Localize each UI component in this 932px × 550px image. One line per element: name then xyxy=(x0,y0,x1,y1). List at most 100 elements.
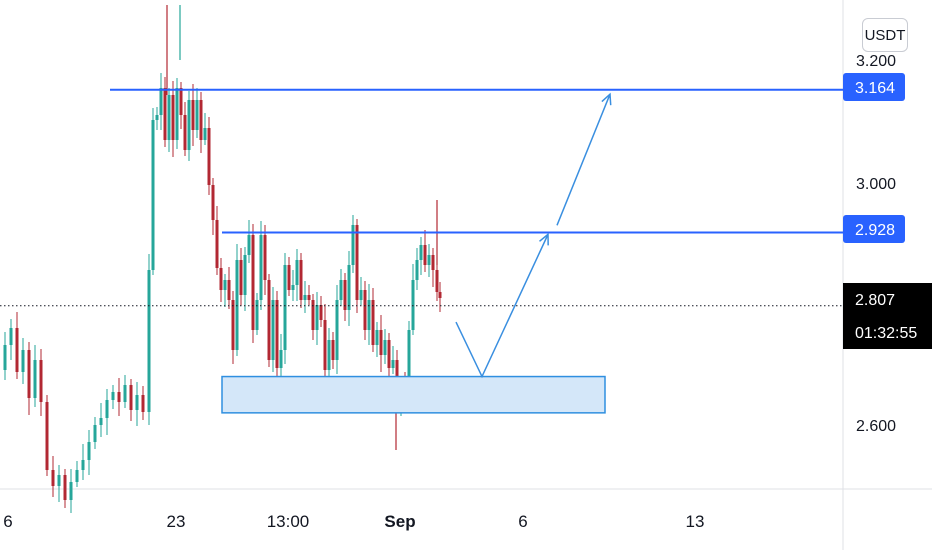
candle-body xyxy=(267,280,271,360)
candle-body xyxy=(15,328,19,372)
candle-body xyxy=(347,265,351,310)
candle-body xyxy=(303,295,307,300)
candle-body xyxy=(187,100,191,150)
candle-body xyxy=(343,280,347,310)
candle-body xyxy=(147,270,151,412)
candle-body xyxy=(255,300,259,330)
time-label: 13 xyxy=(686,512,705,531)
candle-body xyxy=(351,225,355,265)
candle-body xyxy=(135,395,139,410)
last-price-badge[interactable] xyxy=(843,283,932,349)
time-label-month: Sep xyxy=(384,512,415,531)
candle-body xyxy=(99,418,103,425)
candle-body xyxy=(227,280,231,300)
candle-body xyxy=(51,470,55,486)
candle-body xyxy=(407,330,411,390)
candle-body xyxy=(141,395,145,412)
candle-body xyxy=(191,100,195,130)
candle-body xyxy=(105,400,109,418)
candle-body xyxy=(75,470,79,482)
candle-body xyxy=(427,255,431,265)
candle-body xyxy=(39,360,43,402)
candle-body xyxy=(171,95,175,140)
time-label: 6 xyxy=(518,512,527,531)
currency-button[interactable]: USDT xyxy=(862,18,908,52)
candle-body xyxy=(247,235,251,255)
candle-body xyxy=(311,300,315,330)
candle-body xyxy=(21,350,25,372)
candle-body xyxy=(275,300,279,368)
candlestick-series xyxy=(3,5,442,513)
candle-body xyxy=(423,245,427,265)
candle-body xyxy=(163,88,167,140)
candle-body xyxy=(69,482,73,500)
target-arrow xyxy=(556,93,611,226)
time-label: 6 xyxy=(3,512,12,531)
candle-body xyxy=(27,350,31,398)
candle-body xyxy=(391,360,395,368)
candle-body xyxy=(295,260,299,285)
candle-body xyxy=(315,305,319,330)
level-badge-upper-label: 3.164 xyxy=(855,80,895,97)
candle-body xyxy=(87,442,91,460)
candle-body xyxy=(239,260,243,295)
candle-body xyxy=(123,385,127,402)
candle-body xyxy=(367,300,371,330)
candle-body xyxy=(175,88,179,140)
candle-body xyxy=(81,460,85,470)
candle-body xyxy=(438,292,442,298)
candle-body xyxy=(231,300,235,350)
price-tick-label: 3.000 xyxy=(856,176,896,193)
candle-body xyxy=(167,95,171,140)
candle-body xyxy=(9,328,13,345)
price-tick-label: 2.600 xyxy=(856,418,896,435)
candle-body xyxy=(263,235,267,280)
candle-body xyxy=(151,120,155,270)
candle-body xyxy=(411,280,415,330)
level-badge-lower-label: 2.928 xyxy=(855,222,895,239)
candle-body xyxy=(271,300,275,360)
candle-body xyxy=(331,340,335,360)
candle-body xyxy=(243,255,247,295)
candle-body xyxy=(45,402,49,470)
candle-body xyxy=(415,260,419,280)
candle-body xyxy=(327,340,331,370)
candle-body xyxy=(379,330,383,355)
candle-body xyxy=(359,290,363,300)
candle-body xyxy=(431,255,435,270)
candle-body xyxy=(287,265,291,290)
candle-body xyxy=(283,265,287,350)
price-tick-label: 3.200 xyxy=(856,53,896,70)
candle-body xyxy=(3,345,7,370)
price-axis[interactable]: 3.200 3.000 2.600 3.164 2.928 2.807 01:3… xyxy=(843,53,932,435)
last-price-label: 2.807 xyxy=(855,292,895,309)
candle-body xyxy=(363,290,367,330)
candle-body xyxy=(259,235,263,300)
level-badge-upper[interactable] xyxy=(843,73,905,101)
candle-body xyxy=(335,300,339,360)
time-label: 23 xyxy=(167,512,186,531)
candle-body xyxy=(219,268,223,290)
candle-body xyxy=(33,360,37,398)
time-label: 13:00 xyxy=(267,512,310,531)
candle-body xyxy=(93,425,97,442)
candle-body xyxy=(195,100,199,130)
candle-body xyxy=(159,88,163,115)
candle-body xyxy=(223,280,227,290)
candle-body xyxy=(203,128,207,140)
candle-body xyxy=(183,115,187,150)
candle-body xyxy=(111,392,115,400)
level-badge-lower[interactable] xyxy=(843,215,905,243)
candle-body xyxy=(323,320,327,370)
countdown-label: 01:32:55 xyxy=(855,325,917,342)
candle-body xyxy=(199,100,203,140)
candle-body xyxy=(63,475,67,500)
drawings[interactable] xyxy=(0,88,843,414)
projection-arrowhead xyxy=(539,232,549,246)
candle-body xyxy=(291,285,295,290)
time-axis[interactable]: 6 23 13:00 Sep 6 13 xyxy=(3,512,704,531)
demand-zone-rect xyxy=(221,375,606,414)
candle-body xyxy=(419,245,423,260)
